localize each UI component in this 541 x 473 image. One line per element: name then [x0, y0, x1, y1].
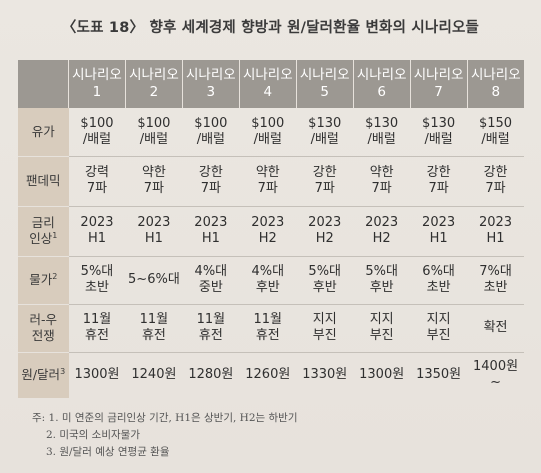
table-cell: 7%대 초반	[467, 255, 524, 304]
footnote: 주: 1. 미 연준의 금리인상 기간, H1은 상반기, H2는 하반기	[32, 412, 298, 424]
table-cell: $130/배럴	[365, 115, 399, 147]
scenario-header: 시나리오 5	[296, 60, 354, 108]
table-cell: 4%대 후반	[239, 255, 297, 304]
table-cell: 2023 H2	[296, 205, 354, 256]
table-cell: 강한 7파	[410, 155, 468, 206]
table-cell: 6%대 초반	[410, 255, 468, 304]
row-header: 유가	[18, 108, 69, 156]
row-header: 팬데믹	[18, 155, 69, 206]
table-cell: $150/배럴	[478, 115, 513, 147]
scenario-header: 시나리오 1	[68, 60, 126, 108]
table-row: 팬데믹 강력 7파 약한 7파 강한 7파 약한 7파 강한 7파 약한 7파 강한 7파 강한 7파	[18, 155, 524, 206]
table-cell: 2023 H2	[239, 205, 297, 256]
scenario-header: 시나리오 2	[125, 60, 183, 108]
table-cell: $130/배럴	[308, 115, 342, 147]
table-cell: 강한 7파	[182, 155, 240, 206]
table-cell: 약한 7파	[239, 155, 297, 206]
table-cell: 5~6%대	[125, 255, 183, 304]
footnotes: 주: 1. 미 연준의 금리인상 기간, H1은 상반기, H2는 하반기 2.…	[32, 410, 297, 460]
table-cell: 확전	[467, 303, 524, 352]
table-cell: 11월 휴전	[239, 303, 297, 352]
table-cell: $100/배럴	[80, 115, 114, 147]
table-cell: 1280원	[182, 351, 240, 398]
table-cell: 2023 H2	[353, 205, 411, 256]
table-cell: 1300원	[353, 351, 411, 398]
table-row: 러-우 전쟁 11월 휴전 11월 휴전 11월 휴전 11월 휴전 지지 부진 지지 부진 지지 부진 확전	[18, 303, 524, 352]
table-cell: 1400원 ~	[467, 351, 524, 398]
table-cell: 2023 H1	[410, 205, 468, 256]
table-row: 원/달러3 1300원 1240원 1280원 1260원 1330원 1300원 1350원…	[18, 351, 524, 398]
table-cell: 2023 H1	[68, 205, 126, 256]
header-row: 시나리오 1 시나리오 2 시나리오 3 시나리오 4 시나리오 5 시나리오 6 시나리오…	[18, 60, 524, 108]
table-cell: 4%대 중반	[182, 255, 240, 304]
table-cell: 강한 7파	[296, 155, 354, 206]
row-header: 원/달러3	[18, 351, 69, 398]
scenario-header: 시나리오 6	[353, 60, 411, 108]
table-cell: 1300원	[68, 351, 126, 398]
table-cell: 11월 휴전	[68, 303, 126, 352]
scenario-table: 시나리오 1 시나리오 2 시나리오 3 시나리오 4 시나리오 5 시나리오 6 시나리오…	[18, 60, 524, 398]
table-cell: 1240원	[125, 351, 183, 398]
table-cell: 2023 H1	[467, 205, 524, 256]
table-cell: 강력 7파	[68, 155, 126, 206]
table-cell: 5%대 후반	[296, 255, 354, 304]
table-cell: 강한 7파	[467, 155, 524, 206]
table-body: 유가 $100/배럴 $100/배럴 $100/배럴 $100/배럴 $130/배럴 $13…	[18, 108, 524, 398]
table-cell: 5%대 초반	[68, 255, 126, 304]
table-cell: 약한 7파	[125, 155, 183, 206]
scenario-header: 시나리오 8	[467, 60, 524, 108]
table-cell: 지지 부진	[296, 303, 354, 352]
table-cell: 1330원	[296, 351, 354, 398]
table-cell: 2023 H1	[125, 205, 183, 256]
table-cell: 5%대 후반	[353, 255, 411, 304]
scenario-header: 시나리오 4	[239, 60, 297, 108]
table-cell: 1350원	[410, 351, 468, 398]
table-cell: $100/배럴	[194, 115, 228, 147]
table-cell: 약한 7파	[353, 155, 411, 206]
scenario-header: 시나리오 3	[182, 60, 240, 108]
table-cell: 11월 휴전	[125, 303, 183, 352]
table-cell: 1260원	[239, 351, 297, 398]
table-cell: $100/배럴	[137, 115, 171, 147]
table-row: 물가2 5%대 초반 5~6%대 4%대 중반 4%대 후반 5%대 후반 5%대 후반 6%대 초반 7%…	[18, 255, 524, 304]
table-cell: 11월 휴전	[182, 303, 240, 352]
footnote: 3. 원/달러 예상 연평균 환율	[46, 445, 170, 458]
table-cell: 2023 H1	[182, 205, 240, 256]
table-cell: 지지 부진	[410, 303, 468, 352]
table-cell: 지지 부진	[353, 303, 411, 352]
row-header: 금리 인상1	[18, 205, 69, 256]
table-row: 금리 인상1 2023 H1 2023 H1 2023 H1 2023 H2 2023 H2 2023 H…	[18, 205, 524, 256]
corner-cell	[18, 60, 69, 108]
table-title: 〈도표 18〉 향후 세계경제 향방과 원/달러환율 변화의 시나리오들	[61, 20, 480, 36]
table-row: 유가 $100/배럴 $100/배럴 $100/배럴 $100/배럴 $130/배럴 $13…	[18, 108, 524, 156]
scenario-header: 시나리오 7	[410, 60, 468, 108]
footnote: 2. 미국의 소비자물가	[46, 428, 140, 441]
row-header: 물가2	[18, 255, 69, 304]
row-header: 러-우 전쟁	[18, 303, 69, 352]
table-cell: $130/배럴	[422, 115, 456, 147]
table-cell: $100/배럴	[251, 115, 285, 147]
